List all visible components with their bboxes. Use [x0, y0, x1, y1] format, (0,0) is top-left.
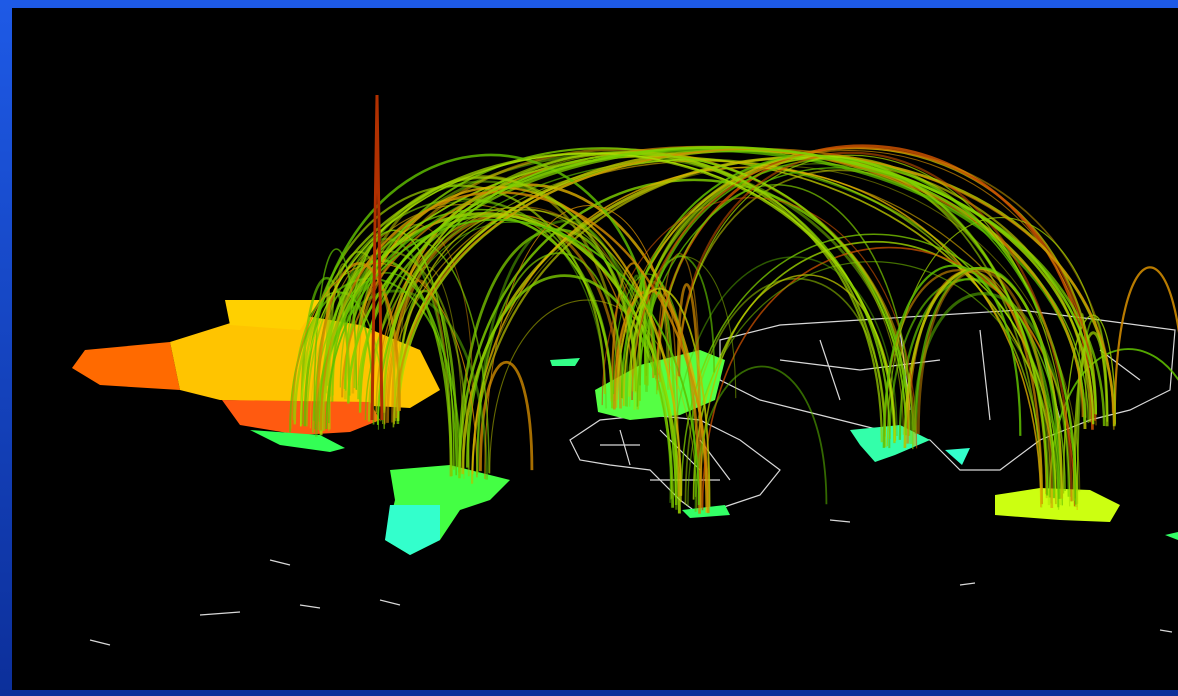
traffic-arc [622, 287, 711, 508]
traffic-arc [393, 209, 682, 503]
traffic-arc [631, 154, 1051, 506]
traffic-arc [917, 269, 1054, 509]
traffic-arc [1076, 313, 1087, 504]
arctic-islands [225, 300, 320, 330]
traffic-arc [914, 266, 1061, 499]
traffic-arc [677, 154, 1071, 507]
traffic-arc [680, 233, 1066, 496]
traffic-arc [678, 151, 1073, 502]
traffic-arc [458, 178, 911, 479]
southeast-asia [945, 448, 970, 465]
traffic-arc [322, 176, 639, 431]
traffic-arc [306, 198, 614, 427]
traffic-arc [299, 152, 896, 442]
traffic-arc [471, 166, 1042, 508]
traffic-arc [669, 256, 898, 503]
traffic-arc [882, 264, 1022, 448]
traffic-arc [699, 274, 897, 506]
traffic-arc [396, 266, 465, 479]
traffic-arc [384, 160, 1078, 510]
traffic-arc [300, 277, 351, 425]
islands [89, 519, 1173, 646]
mexico [250, 430, 345, 452]
traffic-arc [291, 262, 478, 478]
traffic-arcs [289, 94, 1178, 514]
traffic-arc [631, 146, 1096, 421]
southern-cone [385, 505, 440, 555]
traffic-spike [370, 94, 384, 421]
iceland [550, 358, 580, 366]
traffic-arc [344, 229, 455, 470]
traffic-arc [694, 365, 828, 512]
traffic-arc [1072, 331, 1109, 501]
traffic-arc [325, 219, 700, 505]
traffic-arc [347, 146, 1097, 414]
traffic-arc [655, 184, 914, 450]
alaska [72, 342, 180, 390]
traffic-arc [1113, 266, 1178, 424]
traffic-arc [313, 248, 358, 421]
traffic-arc [319, 191, 710, 514]
new-zealand [1165, 532, 1178, 540]
traffic-arc [886, 217, 1108, 447]
traffic-arc [476, 252, 625, 476]
traffic-arc [476, 219, 638, 474]
